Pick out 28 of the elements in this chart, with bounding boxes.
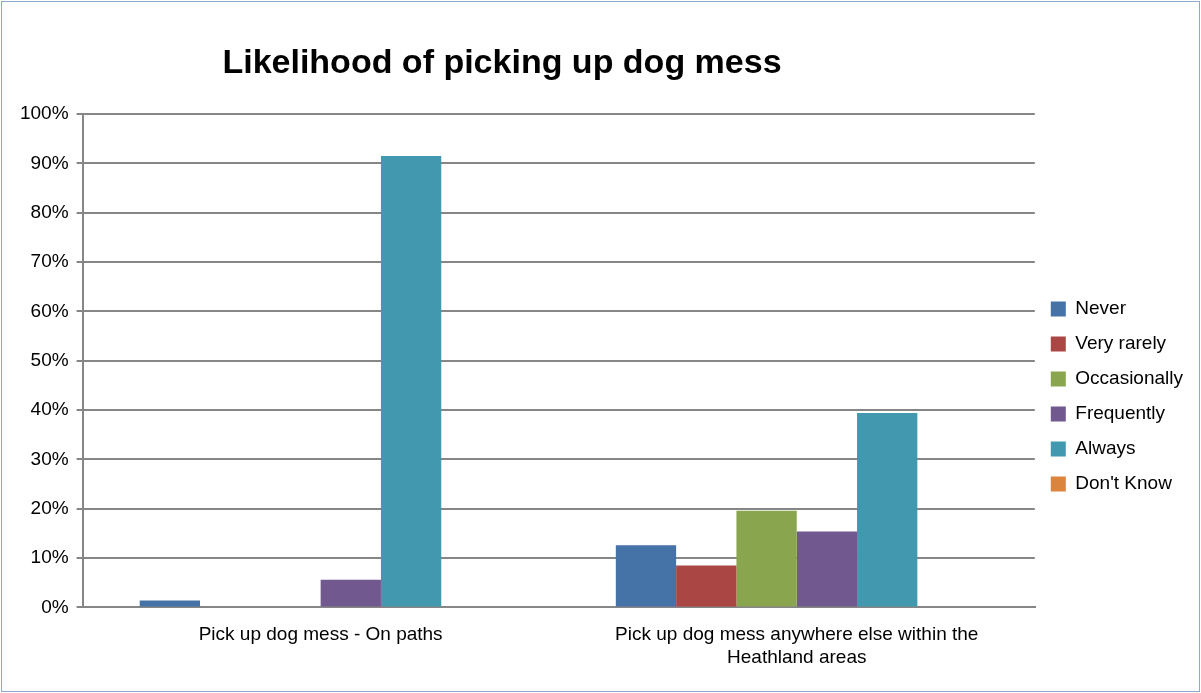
chart-title: Likelihood of picking up dog mess xyxy=(221,42,783,81)
y-tick-label: 0% xyxy=(41,595,69,617)
legend-label: Never xyxy=(1075,297,1127,319)
y-tick-label: 20% xyxy=(30,496,69,518)
bar xyxy=(676,565,737,607)
bar xyxy=(320,579,381,607)
legend-label: Don't Know xyxy=(1075,472,1173,494)
y-tick-label: 70% xyxy=(30,250,69,272)
y-tick-label: 40% xyxy=(30,398,69,420)
y-tick-label: 50% xyxy=(30,348,69,370)
legend-label: Frequently xyxy=(1075,402,1166,424)
legend-label: Always xyxy=(1075,437,1136,459)
y-tick-label: 30% xyxy=(30,447,69,469)
y-tick-label: 60% xyxy=(30,299,69,321)
bar xyxy=(139,600,201,607)
legend-label: Occasionally xyxy=(1075,367,1184,389)
x-tick-label: Pick up dog mess - On paths xyxy=(198,623,443,645)
y-tick-label: 100% xyxy=(19,102,69,124)
bar xyxy=(857,413,918,607)
bar xyxy=(736,510,797,607)
x-tick-label: Pick up dog mess anywhere else within the Heathland areas xyxy=(615,623,979,667)
y-tick-label: 10% xyxy=(30,546,69,568)
bar xyxy=(615,545,677,607)
bar xyxy=(796,531,858,607)
legend-label: Very rarely xyxy=(1075,332,1167,354)
y-tick-label: 90% xyxy=(30,151,69,173)
bar xyxy=(380,155,442,607)
y-tick-label: 80% xyxy=(30,200,69,222)
